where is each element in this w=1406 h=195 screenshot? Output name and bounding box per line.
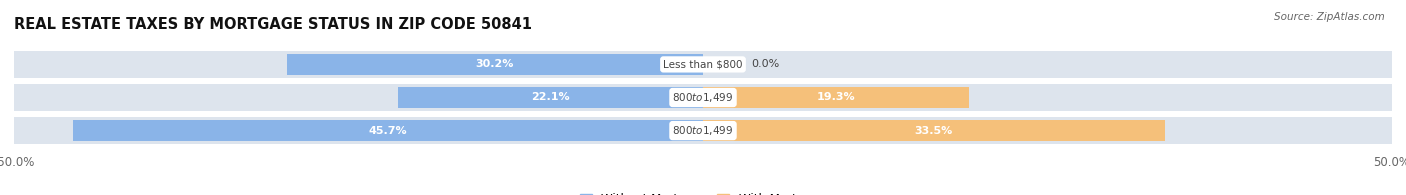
Bar [703, 120, 1164, 141]
Bar [14, 117, 1392, 144]
Bar [73, 120, 703, 141]
Text: REAL ESTATE TAXES BY MORTGAGE STATUS IN ZIP CODE 50841: REAL ESTATE TAXES BY MORTGAGE STATUS IN … [14, 17, 531, 32]
Bar [287, 54, 703, 75]
Text: $800 to $1,499: $800 to $1,499 [672, 124, 734, 137]
Text: 45.7%: 45.7% [368, 126, 408, 136]
Bar [14, 84, 1392, 111]
Text: Source: ZipAtlas.com: Source: ZipAtlas.com [1274, 12, 1385, 22]
Text: 19.3%: 19.3% [817, 92, 855, 103]
Bar [398, 87, 703, 108]
Text: 33.5%: 33.5% [915, 126, 953, 136]
Text: $800 to $1,499: $800 to $1,499 [672, 91, 734, 104]
Text: 30.2%: 30.2% [475, 59, 515, 69]
Text: 22.1%: 22.1% [531, 92, 569, 103]
Text: 0.0%: 0.0% [751, 59, 779, 69]
Legend: Without Mortgage, With Mortgage: Without Mortgage, With Mortgage [581, 193, 825, 195]
Bar [14, 51, 1392, 78]
Text: Less than $800: Less than $800 [664, 59, 742, 69]
Bar [703, 87, 969, 108]
